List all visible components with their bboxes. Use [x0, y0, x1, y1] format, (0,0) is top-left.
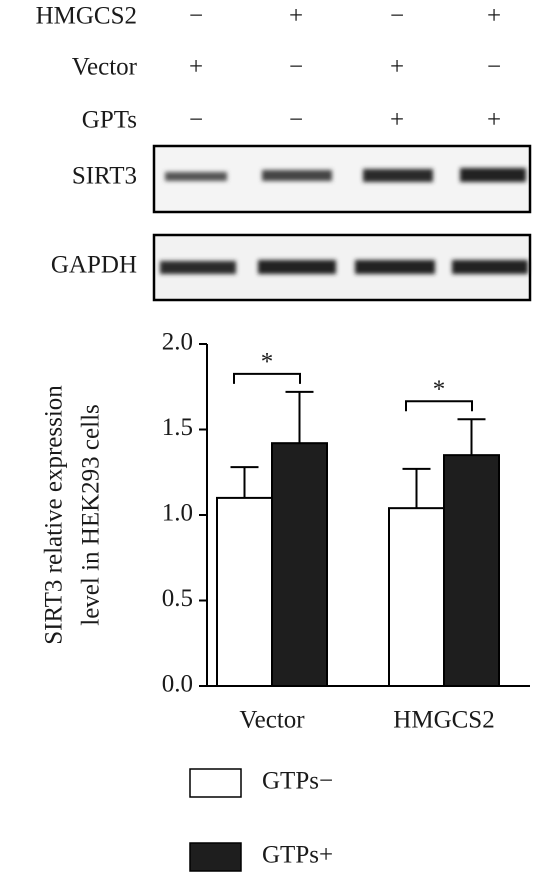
blot-bands — [160, 260, 528, 274]
bar — [216, 496, 273, 687]
band-label: GAPDH — [51, 252, 137, 279]
sign: + — [487, 3, 501, 30]
significance-bracket — [405, 400, 473, 412]
y-axis-label: level in HEK293 cells — [78, 404, 105, 625]
legend-swatch — [189, 768, 242, 798]
legend-label: GTPs+ — [262, 842, 333, 869]
significance-label: * — [433, 376, 446, 403]
blot-bands — [165, 168, 526, 182]
y-axis-label: SIRT3 relative expression — [41, 385, 68, 645]
sign: − — [189, 3, 203, 30]
sign: − — [390, 3, 404, 30]
band-label: SIRT3 — [72, 163, 137, 190]
sign: − — [487, 54, 501, 81]
sign: + — [390, 54, 404, 81]
y-tick-label: 2.0 — [162, 329, 193, 356]
significance-bracket — [233, 372, 301, 384]
y-tick-label: 0.0 — [162, 671, 193, 698]
bar — [271, 442, 328, 687]
row-label: HMGCS2 — [36, 3, 137, 30]
x-tick-label: HMGCS2 — [393, 707, 494, 734]
bar — [388, 507, 445, 687]
y-tick-label: 1.5 — [162, 414, 193, 441]
sign: − — [289, 54, 303, 81]
row-label: GPTs — [82, 107, 137, 134]
legend-swatch — [189, 842, 242, 872]
y-tick-label: 1.0 — [162, 500, 193, 527]
legend-label: GTPs− — [262, 768, 333, 795]
sign: − — [189, 107, 203, 134]
bar — [443, 454, 500, 687]
sign: − — [289, 107, 303, 134]
y-tick-label: 0.5 — [162, 585, 193, 612]
row-label: Vector — [72, 54, 138, 81]
sign: + — [487, 107, 501, 134]
sign: + — [390, 107, 404, 134]
x-tick-label: Vector — [239, 707, 305, 734]
sign: + — [189, 54, 203, 81]
sign: + — [289, 3, 303, 30]
significance-label: * — [261, 349, 274, 376]
